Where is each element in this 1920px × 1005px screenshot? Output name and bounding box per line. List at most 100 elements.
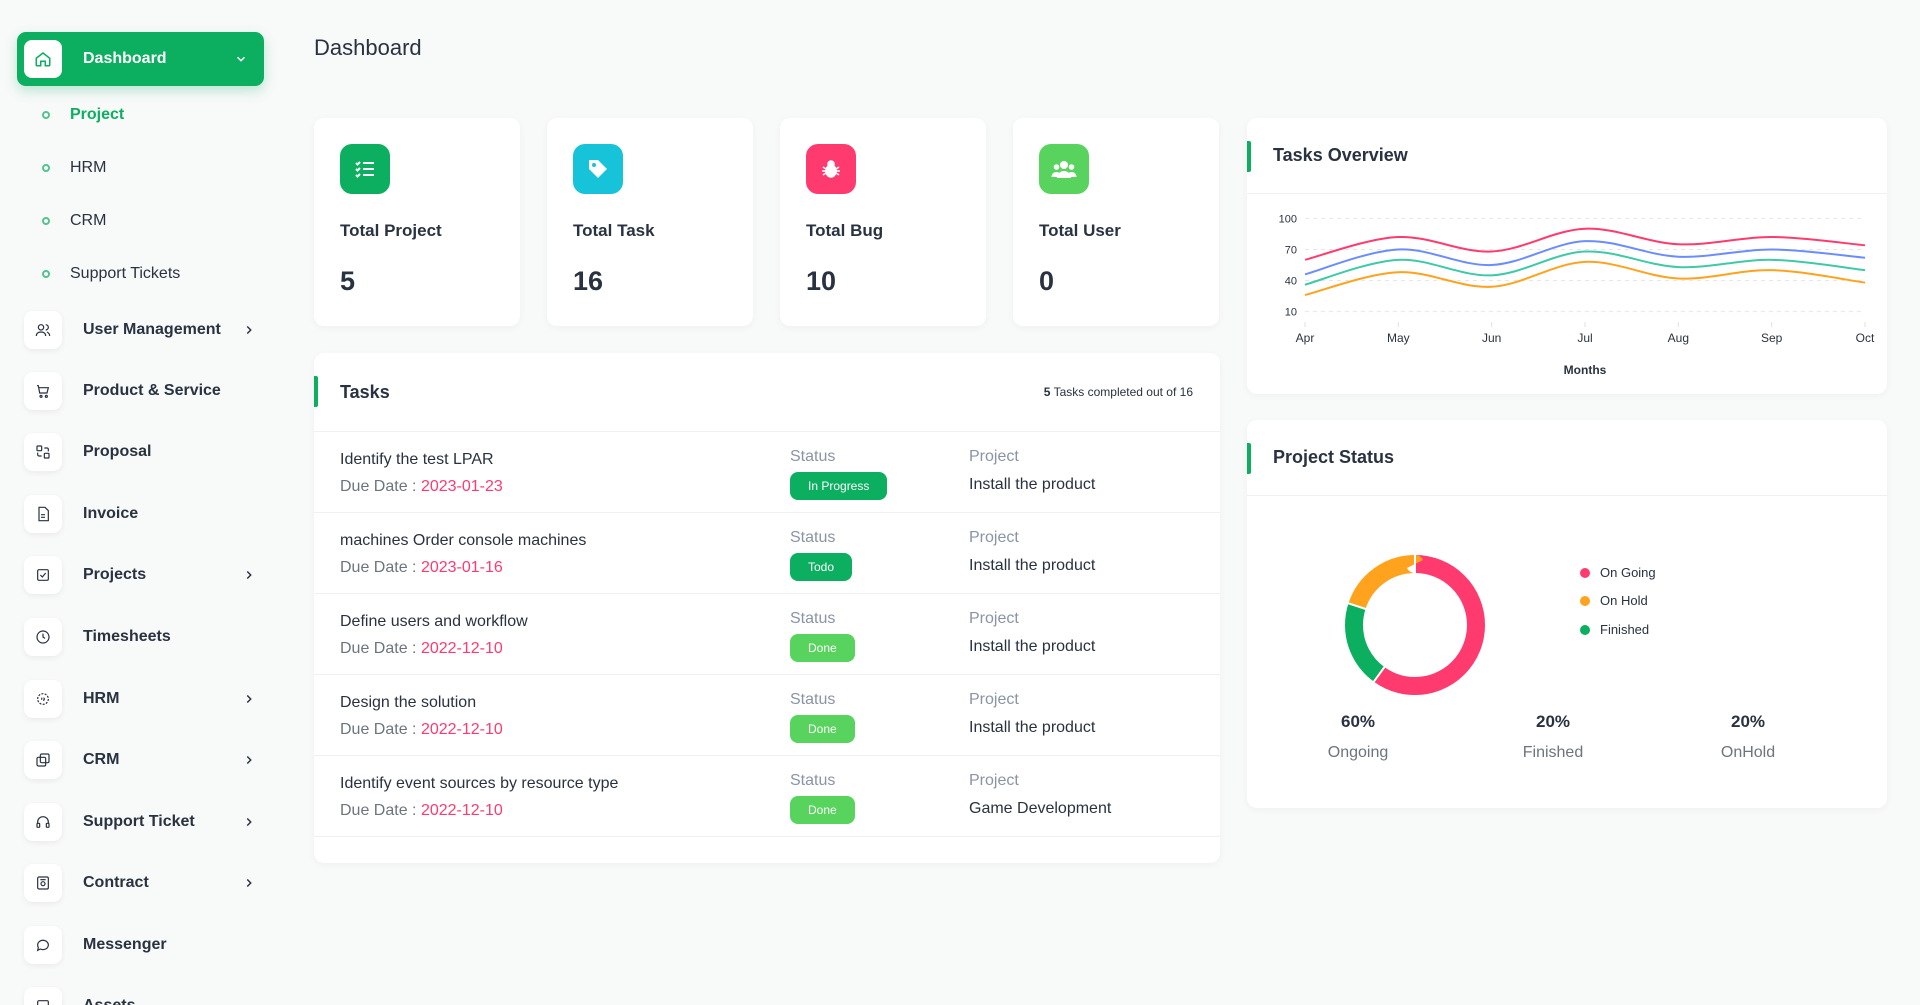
status-badge: Done bbox=[790, 796, 855, 824]
home-icon bbox=[24, 40, 62, 78]
sidebar-subitem-support-tickets[interactable]: Support Tickets bbox=[42, 262, 180, 286]
project-label: Project bbox=[969, 529, 1019, 546]
chevron-right-icon bbox=[242, 692, 256, 706]
stat-label: Total Bug bbox=[806, 221, 884, 240]
sidebar-subitem-label: CRM bbox=[70, 212, 107, 229]
contract-icon bbox=[24, 864, 62, 902]
tasks-overview-chart: 10 40 70 100 Apr May Jun Jul Aug Sep Oct Months bbox=[1279, 213, 1875, 377]
sidebar-item-proposal[interactable]: Proposal bbox=[24, 431, 260, 473]
percent-finished: 20% Finished bbox=[1493, 712, 1613, 762]
status-badge: Done bbox=[790, 715, 855, 743]
chevron-right-icon bbox=[242, 323, 256, 337]
task-due: Due Date : 2022-12-10 bbox=[340, 802, 503, 820]
status-label: Status bbox=[790, 772, 836, 789]
table-row[interactable]: Identify event sources by resource type … bbox=[314, 756, 1220, 837]
sidebar: Dashboard Project HRM CRM Support Ticket… bbox=[0, 0, 278, 1005]
task-name: Identify event sources by resource type bbox=[340, 775, 619, 792]
project-status-donut bbox=[1345, 554, 1485, 695]
project-value: Game Development bbox=[969, 800, 1112, 817]
sidebar-item-invoice[interactable]: Invoice bbox=[24, 493, 260, 535]
sidebar-item-label: User Management bbox=[83, 321, 221, 338]
stat-card-total-bug[interactable]: Total Bug 10 bbox=[780, 118, 986, 326]
sidebar-item-messenger[interactable]: Messenger bbox=[24, 924, 260, 966]
bullet-icon bbox=[42, 270, 50, 278]
stat-value: 0 bbox=[1039, 266, 1055, 296]
stat-label: Total Task bbox=[573, 221, 655, 240]
percent-value: 60% bbox=[1340, 712, 1376, 731]
sidebar-item-label: Dashboard bbox=[83, 50, 167, 67]
project-label: Project bbox=[969, 448, 1019, 465]
x-tick-label: Jul bbox=[1577, 331, 1592, 345]
sidebar-item-label: Product & Service bbox=[83, 382, 221, 399]
donut-group bbox=[1345, 555, 1485, 695]
users-icon bbox=[24, 311, 62, 349]
project-label: Project bbox=[969, 772, 1019, 789]
table-row[interactable]: Design the solution Due Date : 2022-12-1… bbox=[314, 675, 1220, 756]
sidebar-item-label: HRM bbox=[83, 690, 120, 707]
sidebar-item-user-management[interactable]: User Management bbox=[24, 309, 260, 351]
legend-on-going[interactable]: On Going bbox=[1580, 565, 1656, 580]
y-tick-label: 100 bbox=[1279, 213, 1297, 225]
sidebar-item-contract[interactable]: Contract bbox=[24, 862, 260, 904]
sidebar-item-label: Proposal bbox=[83, 443, 152, 460]
sidebar-subitem-project[interactable]: Project bbox=[42, 103, 124, 127]
project-label: Project bbox=[969, 610, 1019, 627]
tasks-completed-count: 5 bbox=[1043, 385, 1051, 399]
legend-dot bbox=[1580, 624, 1590, 635]
legend-finished[interactable]: Finished bbox=[1580, 622, 1649, 637]
percent-value: 20% bbox=[1730, 712, 1766, 731]
status-label: Status bbox=[790, 691, 836, 708]
pie-slice-finished[interactable] bbox=[1345, 555, 1485, 695]
due-date: 2023-01-23 bbox=[420, 478, 503, 495]
legend-label: On Going bbox=[1600, 565, 1656, 580]
table-row[interactable]: Define users and workflow Due Date : 202… bbox=[314, 594, 1220, 675]
percent-label: OnHold bbox=[1720, 744, 1776, 761]
slice-separator bbox=[1372, 665, 1386, 684]
sidebar-subitem-hrm[interactable]: HRM bbox=[42, 156, 106, 180]
stat-value: 5 bbox=[340, 266, 356, 296]
sidebar-subitem-label: Project bbox=[70, 106, 125, 123]
sidebar-item-assets[interactable]: Assets bbox=[24, 985, 260, 1005]
task-name: Design the solution bbox=[340, 694, 477, 711]
legend-label: Finished bbox=[1600, 622, 1650, 637]
sidebar-item-hrm[interactable]: HRM bbox=[24, 678, 260, 720]
sidebar-item-label: Contract bbox=[83, 874, 149, 891]
x-axis-label: Months bbox=[1564, 363, 1607, 377]
table-row[interactable]: Identify the test LPAR Due Date : 2023-0… bbox=[314, 432, 1220, 513]
table-row[interactable]: machines Order console machines Due Date… bbox=[314, 513, 1220, 594]
sidebar-subitem-crm[interactable]: CRM bbox=[42, 209, 106, 233]
percent-value: 20% bbox=[1535, 712, 1571, 731]
sidebar-item-product-service[interactable]: Product & Service bbox=[24, 370, 260, 412]
project-value: Install the product bbox=[969, 638, 1096, 655]
page-title: Dashboard bbox=[314, 35, 422, 60]
legend-on-hold[interactable]: On Hold bbox=[1580, 593, 1648, 608]
sidebar-item-projects[interactable]: Projects bbox=[24, 554, 260, 596]
stat-card-total-task[interactable]: Total Task 16 bbox=[547, 118, 753, 326]
tasks-title: Tasks bbox=[340, 381, 390, 402]
sidebar-item-timesheets[interactable]: Timesheets bbox=[24, 616, 260, 658]
sidebar-item-label: CRM bbox=[83, 751, 120, 768]
sidebar-item-support-ticket[interactable]: Support Ticket bbox=[24, 801, 260, 843]
sidebar-subitem-label: HRM bbox=[70, 159, 107, 176]
sidebar-item-label: Support Ticket bbox=[83, 813, 195, 830]
x-tick-label: Aug bbox=[1668, 331, 1689, 345]
stat-card-total-project[interactable]: Total Project 5 bbox=[314, 118, 520, 326]
projects-icon bbox=[24, 556, 62, 594]
accent-bar bbox=[1247, 443, 1251, 474]
stat-value: 16 bbox=[573, 266, 604, 296]
sidebar-item-label: Projects bbox=[83, 566, 147, 583]
task-name: Identify the test LPAR bbox=[340, 451, 494, 468]
sidebar-subitem-label: Support Tickets bbox=[70, 265, 181, 282]
y-tick-label: 70 bbox=[1285, 244, 1297, 256]
list-icon bbox=[340, 144, 390, 194]
project-status-header: Project Status bbox=[1247, 420, 1887, 496]
chevron-right-icon bbox=[242, 815, 256, 829]
series-line-2 bbox=[1304, 250, 1866, 286]
percent-label: Ongoing bbox=[1327, 744, 1389, 761]
stat-card-total-user[interactable]: Total User 0 bbox=[1013, 118, 1219, 326]
sidebar-item-crm[interactable]: CRM bbox=[24, 739, 260, 781]
crm-icon bbox=[24, 741, 62, 779]
status-badge: In Progress bbox=[790, 472, 888, 500]
series-line-1 bbox=[1304, 240, 1866, 276]
sidebar-item-dashboard[interactable]: Dashboard bbox=[17, 32, 264, 86]
